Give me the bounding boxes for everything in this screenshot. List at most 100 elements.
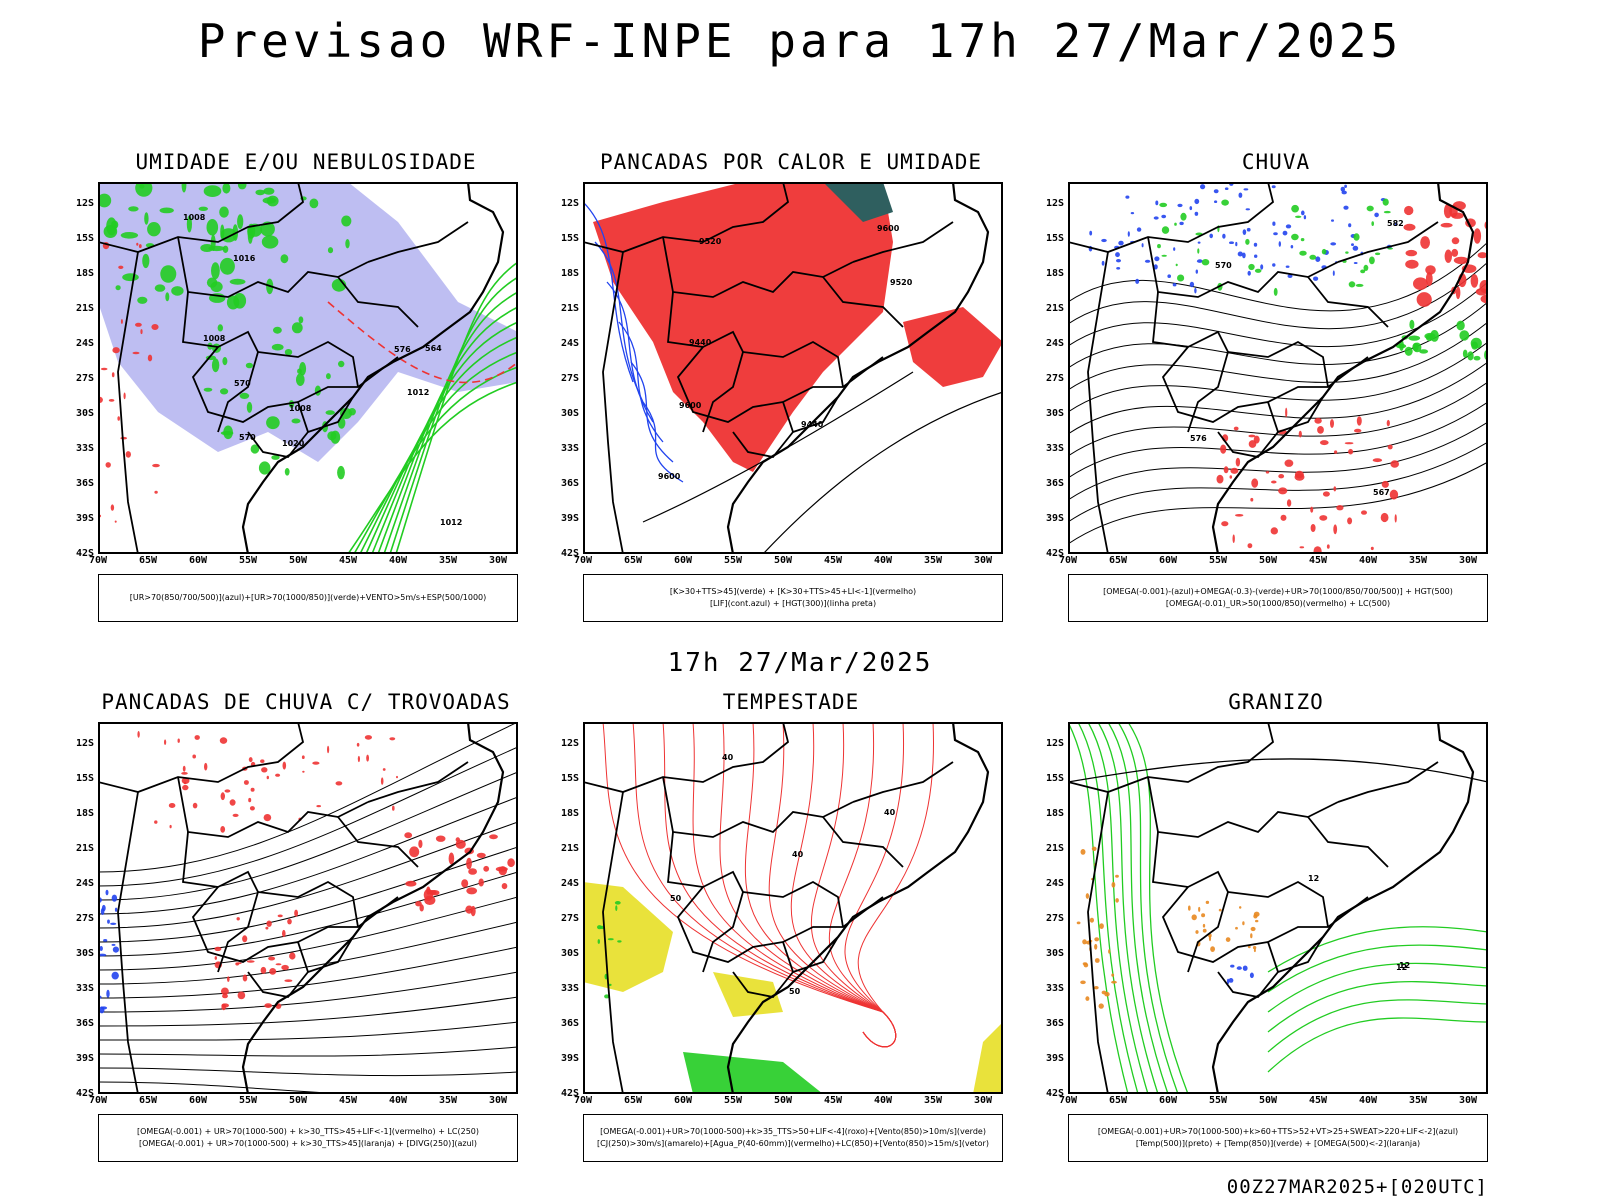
jet-core-yellow xyxy=(583,882,673,992)
lifted-index-contour xyxy=(594,241,644,403)
country-border xyxy=(182,831,259,973)
convective-red xyxy=(219,737,228,744)
longitude-label: 50W xyxy=(1258,555,1278,566)
temp850-contour xyxy=(1107,722,1169,1094)
convective-red xyxy=(302,770,305,773)
omega500-orange xyxy=(1242,921,1245,926)
map-background xyxy=(1068,722,1488,1094)
legend-box: [OMEGA(-0.001) + UR>70(1000-500) + k>30_… xyxy=(98,1114,518,1162)
map-canvas: 1008 1008 1008 1012 1012 1016 1020 570 570 576 564 xyxy=(98,182,518,554)
convective-red xyxy=(466,887,478,895)
omega-red xyxy=(1229,475,1233,479)
map-border xyxy=(98,182,518,554)
omega-blue xyxy=(1254,254,1258,258)
humidity-patch-green xyxy=(330,430,341,444)
omega500-orange xyxy=(1188,905,1191,911)
omega-blue xyxy=(1177,203,1183,208)
latitude-label: 39S xyxy=(1045,513,1064,524)
streamline-250 xyxy=(98,1021,518,1041)
omega-blue xyxy=(1118,240,1124,246)
convective-red xyxy=(498,866,507,876)
humidity-patch-green xyxy=(217,324,223,332)
streamline-500 xyxy=(1068,261,1488,330)
legend-text: [OMEGA(-0.001) + UR>70(1000-500) + k>30_… xyxy=(138,1139,478,1148)
streamline-500 xyxy=(1068,421,1488,501)
latitude-label: 39S xyxy=(560,513,579,524)
country-border xyxy=(1152,831,1229,973)
map-frame: 582 576 570 567 xyxy=(1068,182,1488,554)
omega500-orange xyxy=(1082,939,1087,945)
streamline-250 xyxy=(98,971,518,1013)
hail-blue xyxy=(1242,965,1248,971)
contour-label: 564 xyxy=(425,344,442,353)
streamline-250 xyxy=(98,796,518,915)
omega-red xyxy=(1285,407,1288,418)
map-background xyxy=(98,722,518,1094)
omega-green xyxy=(1383,210,1391,214)
omega-blue xyxy=(1116,267,1121,270)
omega-red xyxy=(1440,222,1453,228)
longitude-label: 50W xyxy=(288,1095,308,1106)
divergence-blue xyxy=(111,943,116,946)
legend-text: [OMEGA(-0.001)+UR>70(1000-500)+k>35_TTS>… xyxy=(600,1127,986,1136)
omega-red xyxy=(1248,434,1256,438)
humidity-patch-green xyxy=(171,286,184,296)
humidity-field-blue xyxy=(98,182,518,462)
omega-blue xyxy=(1141,243,1144,248)
convective-red xyxy=(468,868,477,875)
country-border xyxy=(742,880,844,928)
longitude-label: 45W xyxy=(338,555,358,566)
omega-red xyxy=(1381,480,1389,488)
country-border xyxy=(117,791,139,1094)
latitude-label: 27S xyxy=(75,913,94,924)
streamline-250 xyxy=(98,1081,352,1094)
country-border xyxy=(1307,816,1389,868)
omega-red xyxy=(1286,499,1292,507)
convective-red xyxy=(312,761,320,765)
country-border xyxy=(1277,936,1324,973)
longitude-label: 50W xyxy=(773,1095,793,1106)
omega500-orange xyxy=(1094,943,1098,950)
thickness-contour-red xyxy=(147,354,153,362)
latitude-label: 24S xyxy=(75,338,94,349)
omega-red xyxy=(1247,543,1253,549)
longitude-label: 70W xyxy=(573,555,593,566)
longitude-label: 55W xyxy=(238,555,258,566)
humidity-patch-green xyxy=(255,189,265,196)
wind850-green xyxy=(604,994,610,999)
country-border xyxy=(1267,896,1369,943)
convective-red xyxy=(182,784,189,791)
longitude-label: 30W xyxy=(1458,1095,1478,1106)
convective-red xyxy=(281,964,289,971)
omega500-orange xyxy=(1253,948,1256,953)
omega-blue xyxy=(1189,281,1195,288)
run-footer: 00Z27MAR2025+[020UTC] xyxy=(1226,1176,1488,1198)
latitude-label: 24S xyxy=(1045,878,1064,889)
omega500-orange xyxy=(1104,991,1110,997)
convective-red xyxy=(489,834,498,840)
convective-red xyxy=(204,762,208,771)
omega-red xyxy=(1317,426,1324,434)
omega-blue xyxy=(1135,278,1140,284)
humidity-patch-green xyxy=(239,392,250,399)
omega-red xyxy=(1405,249,1418,257)
humidity-patch-green xyxy=(284,349,293,356)
humidity-patch-green xyxy=(144,212,149,225)
contour-label: 9520 xyxy=(890,278,913,287)
contour-label: 9600 xyxy=(658,472,681,481)
omega500-orange xyxy=(1208,935,1212,942)
country-border xyxy=(1267,356,1369,403)
convective-red xyxy=(250,787,255,792)
omega-blue xyxy=(1237,251,1243,257)
forecast-panel: CHUVA 12S 15S 18S 21S 24S 27S 30S 33S 36S 39S 42S 70… xyxy=(1026,150,1526,630)
omega-red xyxy=(1233,426,1239,431)
country-border xyxy=(117,251,139,554)
humidity-patch-green xyxy=(280,254,289,264)
omega500-orange xyxy=(1089,917,1094,923)
omega-red xyxy=(1232,534,1235,543)
omega-red xyxy=(1265,471,1270,474)
omega-green xyxy=(1161,254,1167,257)
convective-red xyxy=(284,979,293,982)
omega-blue xyxy=(1271,185,1276,189)
convective-red xyxy=(461,879,469,888)
